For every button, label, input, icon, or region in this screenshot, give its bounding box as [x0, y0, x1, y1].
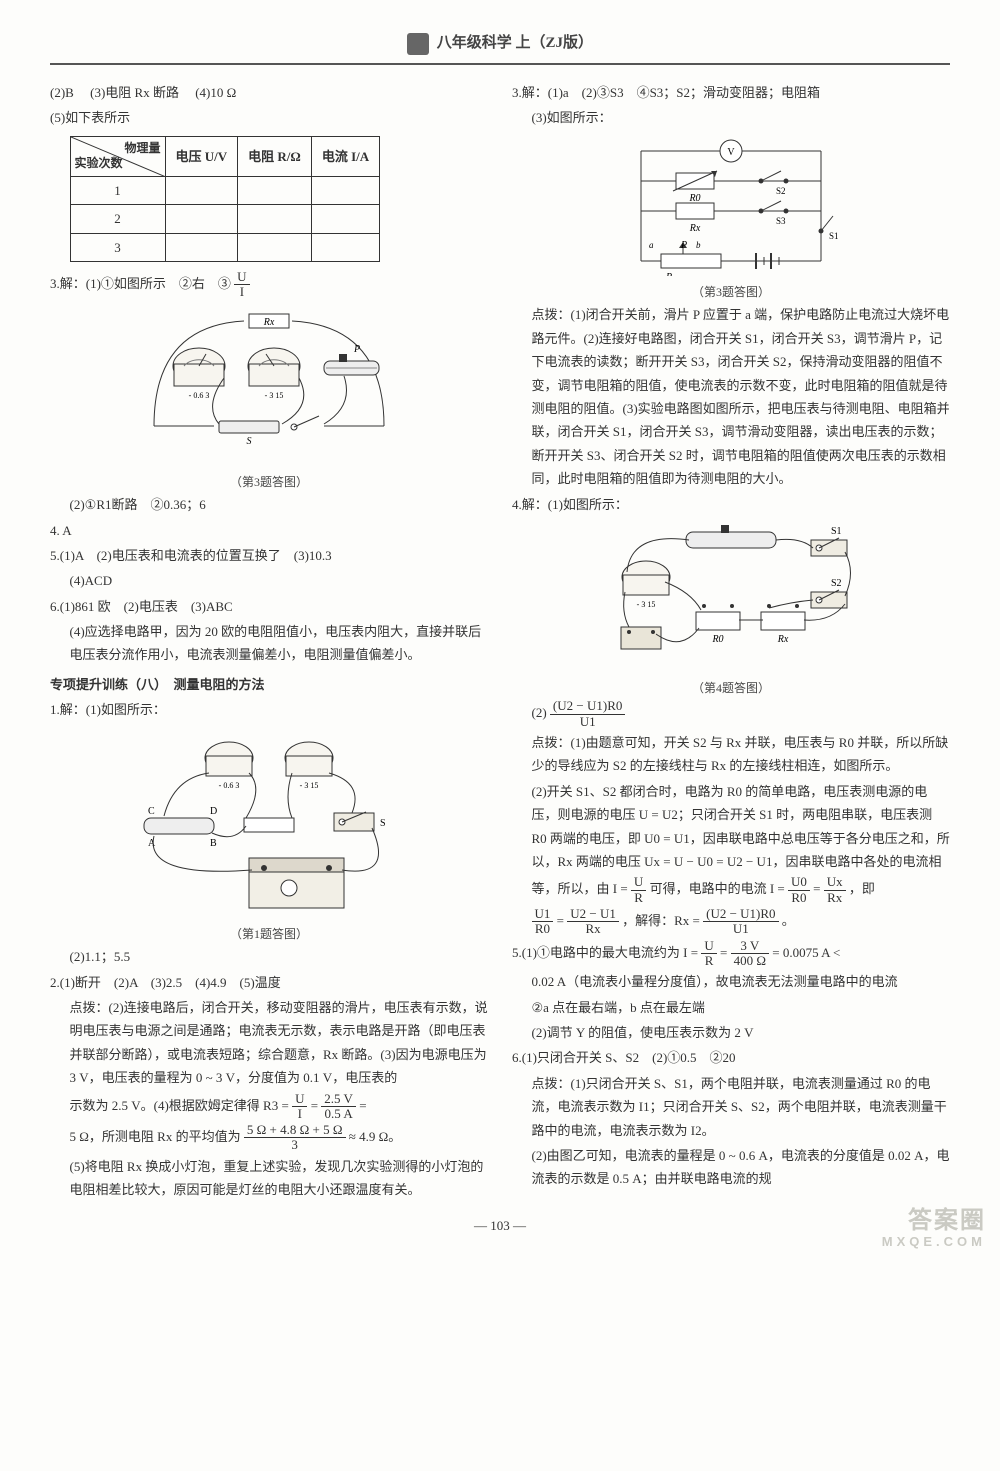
- svg-text:a: a: [649, 240, 654, 250]
- fraction: UI: [292, 1092, 307, 1122]
- fraction: U2 − U1Rx: [567, 907, 619, 937]
- svg-text:- 3 15: - 3 15: [300, 781, 319, 790]
- svg-text:B: B: [210, 838, 217, 849]
- explanation: (5)将电阻 Rx 换成小灯泡，重复上述实验，发现几次实验测得的小灯泡的电阻相差…: [50, 1155, 488, 1202]
- answer-line: 3.解：(1)a (2)③S3 ④S3；S2；滑动变阻器；电阻箱: [512, 81, 950, 104]
- two-column-layout: (2)B (3)电阻 Rx 断路 (4)10 Ω (5)如下表所示 物理量 实验…: [50, 81, 950, 1204]
- answer-line: 5 Ω，所测电阻 Rx 的平均值为 5 Ω + 4.8 Ω + 5 Ω3 ≈ 4…: [50, 1123, 488, 1153]
- watermark: 答案圈 MXQE.COM: [882, 1208, 986, 1249]
- figure-q4-right: S1 S2 - 3 15 R0 Rx: [512, 522, 950, 672]
- svg-text:S1: S1: [829, 231, 839, 241]
- answer-line: (2)B (3)电阻 Rx 断路 (4)10 Ω: [50, 81, 488, 104]
- figure-caption: （第1题答图）: [50, 924, 488, 946]
- explanation: 点拨：(2)连接电路后，闭合开关，移动变阻器的滑片，电压表有示数，说明电压表与电…: [50, 996, 488, 1090]
- label: Rx: [263, 317, 275, 328]
- fraction: UxRx: [824, 875, 846, 905]
- answer-line: 2.(1)断开 (2)A (3)2.5 (4)4.9 (5)温度: [50, 971, 488, 994]
- svg-text:P: P: [353, 344, 360, 355]
- fraction: U0R0: [788, 875, 810, 905]
- answer-line: (2)1.1；5.5: [50, 945, 488, 968]
- answer-line: (5)如下表所示: [50, 106, 488, 129]
- col-header: 电流 I/A: [311, 136, 379, 176]
- answer-line: (2)调节 Y 的阻值，使电压表示数为 2 V: [512, 1021, 950, 1044]
- logo-icon: [407, 33, 429, 55]
- right-column: 3.解：(1)a (2)③S3 ④S3；S2；滑动变阻器；电阻箱 (3)如图所示…: [512, 81, 950, 1204]
- svg-text:S1: S1: [831, 526, 842, 537]
- answer-line: 4. A: [50, 519, 488, 542]
- svg-text:S2: S2: [831, 578, 842, 589]
- svg-text:S: S: [380, 818, 386, 829]
- left-column: (2)B (3)电阻 Rx 断路 (4)10 Ω (5)如下表所示 物理量 实验…: [50, 81, 488, 1204]
- fraction: (U2 − U1)R0U1: [703, 907, 778, 937]
- col-header: 电阻 R/Ω: [238, 136, 312, 176]
- svg-text:Rx: Rx: [689, 223, 701, 234]
- svg-text:S3: S3: [776, 216, 786, 226]
- header-title: 八年级科学 上（ZJ版）: [437, 35, 593, 51]
- answer-line: 0.02 A（电流表小量程分度值），故电流表无法测量电路中的电流: [512, 970, 950, 993]
- answer-line: (4)ACD: [50, 569, 488, 592]
- svg-text:- 3 15: - 3 15: [265, 391, 284, 400]
- diag-header: 物理量 实验次数: [70, 136, 165, 176]
- svg-text:- 3 15: - 3 15: [637, 600, 656, 609]
- svg-text:D: D: [210, 806, 217, 817]
- figure-q1: - 0.6 3 - 3 15 C D A B S: [50, 728, 488, 918]
- answer-line: 5.(1)①电路中的最大电流约为 I = UR = 3 V400 Ω = 0.0…: [512, 939, 950, 969]
- row-label: 2: [70, 205, 165, 233]
- svg-text:S: S: [247, 436, 252, 447]
- svg-text:Rx: Rx: [777, 634, 789, 645]
- page-header: 八年级科学 上（ZJ版）: [50, 30, 950, 65]
- col-header: 电压 U/V: [165, 136, 238, 176]
- answer-q3: 3.解：(1)①如图所示 ②右 ③ U I: [50, 270, 488, 300]
- fraction: (U2 − U1)R0U1: [550, 699, 625, 729]
- answer-line: (2)①R1断路 ②0.36；6: [50, 493, 488, 516]
- answer-line: 等，所以，由 I = UR 可得，电路中的电流 I = U0R0 = UxRx …: [512, 875, 950, 905]
- svg-text:A: A: [148, 838, 156, 849]
- answer-line: 6.(1)861 欧 (2)电压表 (3)ABC: [50, 595, 488, 618]
- fraction: 2.5 V0.5 A: [321, 1092, 356, 1122]
- answer-line: U1R0 = U2 − U1Rx ，解得：Rx = (U2 − U1)R0U1 …: [512, 907, 950, 937]
- svg-text:R: R: [665, 272, 672, 276]
- explanation: 点拨：(1)由题意可知，开关 S2 与 Rx 并联，电压表与 R0 并联，所以所…: [512, 731, 950, 778]
- fraction: 3 V400 Ω: [731, 939, 769, 969]
- svg-text:V: V: [727, 147, 735, 158]
- section-title: 专项提升训练（八） 测量电阻的方法: [50, 673, 488, 696]
- fraction: U I: [234, 270, 249, 300]
- explanation: (2)开关 S1、S2 都闭合时，电路为 R0 的简单电路，电压表测电源的电压，…: [512, 780, 950, 874]
- page-number: — 103 —: [50, 1214, 950, 1237]
- svg-text:P: P: [680, 240, 687, 251]
- fraction: U1R0: [532, 907, 554, 937]
- answer-line: 4.解：(1)如图所示：: [512, 493, 950, 516]
- svg-text:R0: R0: [711, 634, 723, 645]
- answer-line: (2) (U2 − U1)R0U1: [512, 699, 950, 729]
- answer-line: (4)应选择电路甲，因为 20 欧的电阻阻值小，电压表内阻大，直接并联后电压表分…: [50, 620, 488, 667]
- figure-q3-right: V R0 S2 Rx S3: [512, 136, 950, 276]
- figure-caption: （第4题答图）: [512, 678, 950, 700]
- answer-line: (3)如图所示：: [512, 106, 950, 129]
- figure-caption: （第3题答图）: [50, 472, 488, 494]
- fraction: UR: [701, 939, 716, 969]
- answer-line: 5.(1)A (2)电压表和电流表的位置互换了 (3)10.3: [50, 544, 488, 567]
- answer-line: 6.(1)只闭合开关 S、S2 (2)①0.5 ②20: [512, 1046, 950, 1069]
- svg-text:- 0.6 3: - 0.6 3: [189, 391, 210, 400]
- answer-line: 示数为 2.5 V。(4)根据欧姆定律得 R3 = UI = 2.5 V0.5 …: [50, 1092, 488, 1122]
- fraction: 5 Ω + 4.8 Ω + 5 Ω3: [244, 1123, 346, 1153]
- explanation: 点拨：(1)只闭合开关 S、S1，两个电阻并联，电流表测量通过 R0 的电流，电…: [512, 1072, 950, 1142]
- figure-q3-left: Rx - 0.6 3 - 3 15: [50, 306, 488, 466]
- explanation: (2)由图乙可知，电流表的量程是 0 ~ 0.6 A，电流表的分度值是 0.02…: [512, 1144, 950, 1191]
- svg-text:S2: S2: [776, 186, 786, 196]
- answer-line: 1.解：(1)如图所示：: [50, 698, 488, 721]
- svg-text:b: b: [696, 240, 701, 250]
- svg-text:C: C: [148, 806, 155, 817]
- row-label: 3: [70, 233, 165, 261]
- fraction: UR: [631, 875, 646, 905]
- explanation: 点拨：(1)闭合开关前，滑片 P 应置于 a 端，保护电路防止电流过大烧坏电路元…: [512, 303, 950, 490]
- answer-line: ②a 点在最右端，b 点在最左端: [512, 996, 950, 1019]
- experiment-table: 物理量 实验次数 电压 U/V 电阻 R/Ω 电流 I/A 1 2 3: [70, 136, 381, 262]
- svg-text:R0: R0: [688, 193, 700, 204]
- figure-caption: （第3题答图）: [512, 282, 950, 304]
- svg-text:- 0.6 3: - 0.6 3: [219, 781, 240, 790]
- row-label: 1: [70, 176, 165, 204]
